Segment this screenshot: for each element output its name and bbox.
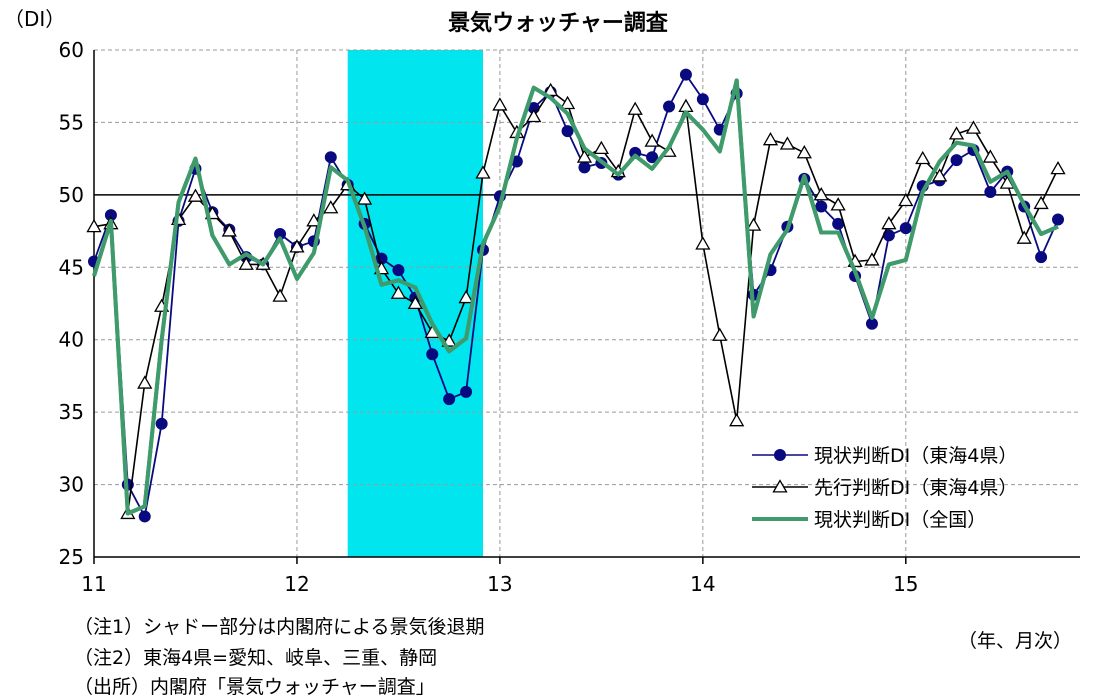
data-point bbox=[627, 101, 643, 115]
data-point bbox=[679, 68, 692, 81]
data-point bbox=[745, 217, 762, 231]
data-point bbox=[1052, 213, 1065, 226]
data-point bbox=[86, 218, 102, 233]
data-point bbox=[779, 136, 796, 150]
data-point bbox=[356, 191, 373, 205]
data-point bbox=[155, 417, 168, 430]
data-point bbox=[644, 133, 660, 147]
data-point bbox=[712, 327, 728, 341]
data-point bbox=[187, 188, 204, 202]
chart-title: 景気ウォッチャー調査 bbox=[448, 10, 669, 36]
data-point bbox=[646, 151, 659, 164]
data-point bbox=[965, 120, 982, 134]
data-point bbox=[1050, 160, 1066, 175]
data-point bbox=[1016, 230, 1032, 244]
footnote-2: （注2）東海4県=愛知、岐阜、三重、静岡 bbox=[74, 647, 438, 669]
data-point bbox=[762, 132, 779, 146]
data-point bbox=[729, 413, 745, 427]
data-point bbox=[526, 108, 542, 123]
data-point bbox=[460, 385, 473, 398]
x-tick-label: 12 bbox=[284, 572, 309, 596]
data-point bbox=[561, 125, 574, 138]
x-tick-label: 11 bbox=[81, 572, 106, 596]
data-point bbox=[221, 223, 237, 237]
data-point bbox=[796, 145, 812, 159]
data-point bbox=[578, 161, 591, 174]
data-point bbox=[138, 510, 151, 523]
data-point bbox=[324, 151, 337, 164]
data-point bbox=[392, 264, 405, 277]
data-point bbox=[323, 200, 339, 214]
legend-label: 先行判断DI（東海4県） bbox=[814, 477, 1017, 499]
x-tick-label: 15 bbox=[893, 572, 918, 596]
data-point bbox=[492, 97, 508, 111]
data-point bbox=[407, 295, 423, 310]
data-point bbox=[663, 100, 676, 113]
y-tick-label: 50 bbox=[59, 183, 84, 207]
data-point bbox=[899, 222, 912, 235]
data-point bbox=[475, 165, 491, 179]
footnote-1: （注1）シャドー部分は内閣府による景気後退期 bbox=[74, 616, 485, 638]
x-tick-label: 14 bbox=[690, 572, 715, 596]
legend: 現状判断DI（東海4県） 先行判断DI（東海4県） 現状判断DI（全国） bbox=[752, 445, 1017, 531]
legend-label: 現状判断DI（全国） bbox=[814, 509, 986, 531]
data-point bbox=[678, 98, 694, 113]
data-point bbox=[813, 187, 829, 201]
y-tick-label: 55 bbox=[59, 110, 84, 134]
data-point bbox=[1035, 251, 1048, 264]
legend-label: 現状判断DI（東海4県） bbox=[814, 445, 1017, 467]
data-point bbox=[443, 393, 456, 406]
data-point bbox=[932, 168, 948, 182]
series-line bbox=[92, 78, 1059, 516]
data-point bbox=[426, 348, 439, 361]
data-point bbox=[898, 192, 914, 207]
y-tick-label: 25 bbox=[59, 545, 84, 569]
y-axis-unit-label: （DI） bbox=[4, 7, 65, 31]
data-point bbox=[289, 239, 305, 253]
data-point bbox=[815, 200, 828, 213]
source-note: （出所）内閣府「景気ウォッチャー調査」 bbox=[74, 676, 435, 698]
data-point bbox=[948, 126, 965, 140]
data-point bbox=[864, 252, 880, 266]
data-point bbox=[695, 236, 711, 250]
data-point bbox=[576, 149, 593, 163]
data-point bbox=[238, 256, 254, 270]
data-point bbox=[950, 154, 963, 167]
x-axis-unit-label: （年、月次） bbox=[958, 630, 1073, 652]
y-tick-label: 40 bbox=[59, 328, 84, 352]
plot-area: 25 30 35 40 45 50 55 60 11 12 13 14 15 bbox=[59, 38, 1080, 596]
y-tick-label: 45 bbox=[59, 255, 84, 279]
data-point bbox=[458, 289, 474, 304]
data-point bbox=[1033, 195, 1049, 210]
y-tick-label: 60 bbox=[59, 38, 84, 62]
x-tick-label: 13 bbox=[487, 572, 512, 596]
data-point bbox=[984, 185, 997, 198]
y-tick-label: 30 bbox=[59, 473, 84, 497]
legend-marker bbox=[772, 479, 788, 493]
data-point bbox=[306, 213, 322, 227]
data-point bbox=[137, 375, 153, 389]
data-point bbox=[881, 216, 897, 230]
data-point bbox=[593, 140, 609, 155]
data-point bbox=[696, 93, 709, 106]
data-point bbox=[390, 285, 407, 299]
data-point bbox=[982, 149, 998, 163]
legend-marker bbox=[774, 449, 786, 461]
data-point bbox=[915, 150, 931, 165]
data-point bbox=[543, 82, 559, 97]
y-tick-label: 35 bbox=[59, 400, 84, 424]
data-point bbox=[559, 95, 576, 110]
data-point bbox=[272, 288, 288, 302]
data-point bbox=[830, 197, 846, 211]
